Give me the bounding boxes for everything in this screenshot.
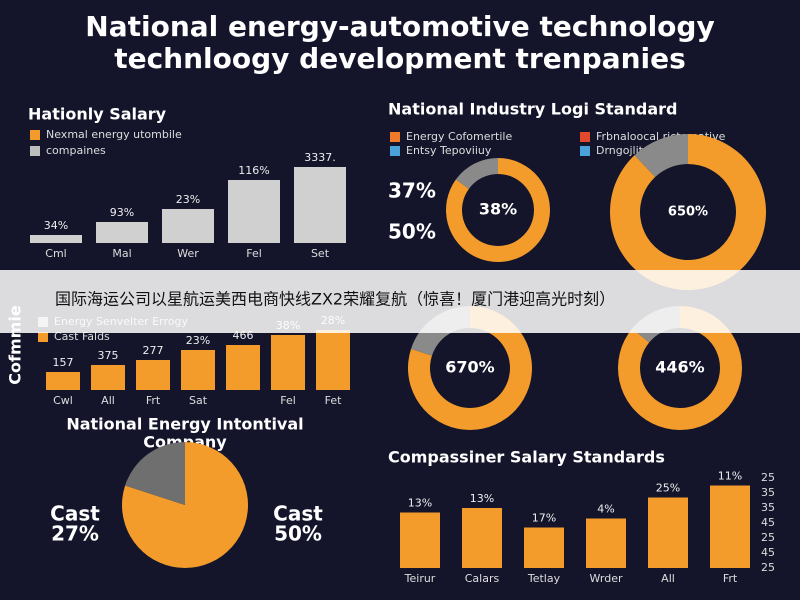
side-label: 50%: [274, 522, 322, 546]
bar-annotation: 277: [143, 344, 164, 357]
bar-annotation: 375: [98, 349, 119, 362]
x-tick-label: Cml: [45, 247, 66, 260]
y-tick-label: 35: [761, 501, 775, 514]
x-tick-label: Tetlay: [527, 572, 561, 585]
center-label: 650%: [668, 205, 708, 220]
legend-label: compaines: [46, 144, 106, 157]
x-tick-label: Teirur: [404, 572, 436, 585]
center-label: 446%: [655, 358, 704, 377]
bar: [524, 527, 564, 568]
bar: [136, 360, 170, 390]
legend-label: Energy Cofomertile: [406, 130, 512, 143]
y-tick-label: 35: [761, 486, 775, 499]
bar-annotation: 3337.: [304, 151, 336, 164]
x-tick-label: Cwl: [53, 394, 73, 407]
banner-text: 国际海运公司以星航运美西电商快线ZX2荣耀复航（惊喜！厦门港迎高光时刻）: [55, 290, 615, 309]
bar: [226, 345, 260, 390]
x-tick-label: Mal: [112, 247, 131, 260]
bar-annotation: 4%: [597, 503, 614, 516]
bar: [648, 497, 688, 568]
legend-swatch: [580, 132, 590, 142]
chart-title: Compassiner Salary Standards: [388, 448, 665, 467]
x-tick-label: Fel: [246, 247, 262, 260]
y-tick-label: 45: [761, 546, 775, 559]
legend-swatch: [30, 146, 40, 156]
banner-bg: [0, 270, 800, 333]
bar-annotation: 93%: [110, 206, 134, 219]
slice: [122, 442, 249, 568]
bar-annotation: 23%: [176, 193, 200, 206]
x-tick-label: Frt: [723, 572, 738, 585]
bar: [271, 335, 305, 390]
page-title: National energy-automotive technology: [85, 10, 714, 43]
legend-label: Entsy Tepoviiuy: [406, 144, 492, 157]
bar: [30, 235, 82, 243]
bar-annotation: 157: [53, 356, 74, 369]
side-label: Cast: [273, 502, 323, 526]
page-title: technloogy development trenpanies: [114, 42, 686, 75]
bar-annotation: 116%: [238, 164, 269, 177]
bar: [462, 508, 502, 568]
legend-swatch: [390, 132, 400, 142]
bar-annotation: 11%: [718, 470, 742, 483]
legend-swatch: [30, 130, 40, 140]
bar: [46, 372, 80, 390]
center-label: 670%: [445, 358, 494, 377]
x-tick-label: Fet: [325, 394, 342, 407]
legend-label: Nexmal energy utombile: [46, 128, 182, 141]
bar-annotation: 23%: [186, 334, 210, 347]
legend-swatch: [580, 146, 590, 156]
x-tick-label: Frt: [146, 394, 161, 407]
x-tick-label: Wrder: [590, 572, 623, 585]
chart-title: National Energy Intontival: [66, 415, 303, 434]
bar: [91, 365, 125, 390]
x-tick-label: All: [101, 394, 115, 407]
slice: [610, 134, 766, 290]
slice: [455, 158, 498, 189]
side-label: 37%: [388, 179, 436, 203]
bar-annotation: 34%: [44, 219, 68, 232]
bar: [162, 209, 214, 243]
slice: [634, 134, 688, 178]
legend-label: Cast Falds: [54, 330, 110, 343]
x-tick-label: Sat: [189, 394, 208, 407]
y-tick-label: 45: [761, 516, 775, 529]
slice: [407, 306, 532, 430]
bar-annotation: 25%: [656, 482, 680, 495]
x-tick-label: Wer: [177, 247, 199, 260]
bar: [710, 485, 750, 568]
bar: [316, 330, 350, 390]
chart-title: Hationly Salary: [28, 105, 167, 124]
side-label: 27%: [51, 522, 99, 546]
y-tick-label: 25: [761, 471, 775, 484]
x-tick-label: Fel: [280, 394, 296, 407]
bar: [294, 167, 346, 243]
chart-title: National Industry Logi Standard: [388, 100, 677, 119]
x-tick-label: Calars: [465, 572, 500, 585]
center-label: 38%: [479, 200, 517, 219]
y-tick-label: 25: [761, 561, 775, 574]
slice: [617, 306, 742, 430]
side-label: Cast: [50, 502, 100, 526]
bar: [228, 180, 280, 243]
bar: [96, 222, 148, 243]
bar-annotation: 13%: [470, 492, 494, 505]
slice: [446, 158, 550, 263]
legend-swatch: [38, 332, 48, 342]
legend-swatch: [390, 146, 400, 156]
side-label: 50%: [388, 220, 436, 244]
x-tick-label: All: [661, 572, 675, 585]
y-tick-label: 25: [761, 531, 775, 544]
slice: [125, 442, 185, 505]
bar: [181, 350, 215, 390]
bar: [400, 512, 440, 568]
bar: [586, 518, 626, 568]
bar-annotation: 17%: [532, 512, 556, 525]
x-tick-label: Set: [311, 247, 330, 260]
bar-annotation: 13%: [408, 497, 432, 510]
